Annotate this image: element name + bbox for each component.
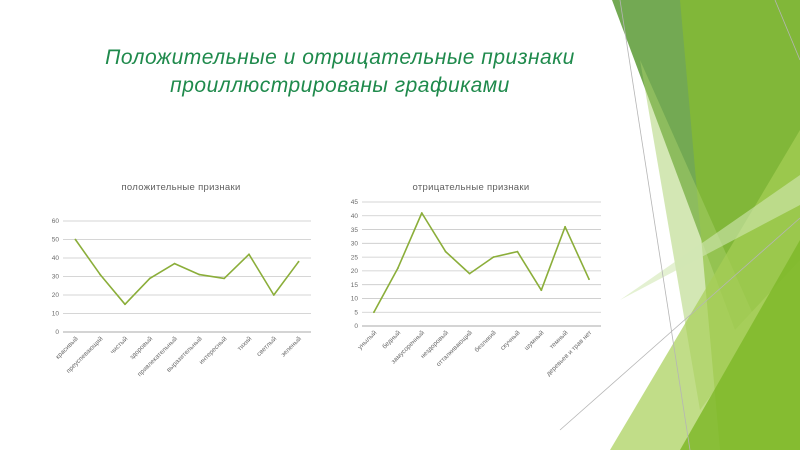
y-tick-label: 30 (351, 241, 359, 248)
decor-shape (620, 175, 800, 300)
data-point (420, 212, 423, 214)
decor-line (559, 217, 800, 431)
x-tick-label: унылый (356, 328, 379, 351)
y-tick-label: 20 (52, 292, 60, 299)
x-tick-label: бедный (380, 329, 402, 351)
y-tick-label: 35 (351, 227, 359, 234)
y-tick-label: 30 (52, 274, 60, 281)
data-point (297, 260, 300, 263)
decor-line (774, 0, 800, 61)
chart-title: отрицательные признаки (413, 182, 530, 193)
data-point (516, 250, 519, 253)
y-tick-label: 25 (351, 254, 359, 261)
x-tick-label: шумный (522, 329, 545, 352)
data-point (444, 250, 447, 253)
data-point (272, 294, 275, 296)
y-tick-label: 50 (52, 237, 60, 244)
data-point (540, 289, 543, 292)
y-tick-label: 40 (351, 213, 359, 220)
series-line (373, 212, 590, 313)
data-point (198, 273, 201, 276)
x-tick-label: безликий (473, 328, 498, 353)
data-point (492, 256, 495, 258)
data-point (564, 225, 566, 228)
y-tick-label: 20 (351, 268, 359, 275)
y-tick-label: 45 (351, 199, 359, 206)
data-point (223, 277, 226, 280)
decor-line (619, 0, 691, 450)
y-tick-label: 40 (52, 255, 60, 262)
data-point (468, 272, 471, 275)
data-point (248, 253, 250, 256)
x-tick-label: темный (548, 329, 570, 351)
series-line (74, 239, 300, 306)
y-tick-label: 15 (351, 282, 359, 289)
data-point (124, 303, 126, 306)
y-tick-label: 5 (354, 309, 358, 316)
data-point (373, 311, 375, 314)
y-tick-label: 60 (52, 218, 60, 225)
x-tick-label: скучный (499, 329, 522, 352)
decor-shape (680, 240, 800, 450)
data-point (173, 262, 176, 265)
chart-title: положительные признаки (121, 182, 240, 193)
slide-title: Положительные и отрицательные признаки п… (105, 46, 575, 97)
y-tick-label: 0 (55, 329, 59, 336)
y-tick-label: 10 (52, 311, 60, 318)
data-point (74, 238, 77, 241)
x-tick-label: деревьев и трав нет (545, 329, 593, 377)
data-point (397, 267, 399, 269)
data-point (99, 273, 102, 276)
data-point (588, 278, 590, 281)
data-point (148, 277, 151, 280)
y-tick-label: 0 (354, 323, 358, 330)
y-tick-label: 10 (351, 296, 359, 303)
